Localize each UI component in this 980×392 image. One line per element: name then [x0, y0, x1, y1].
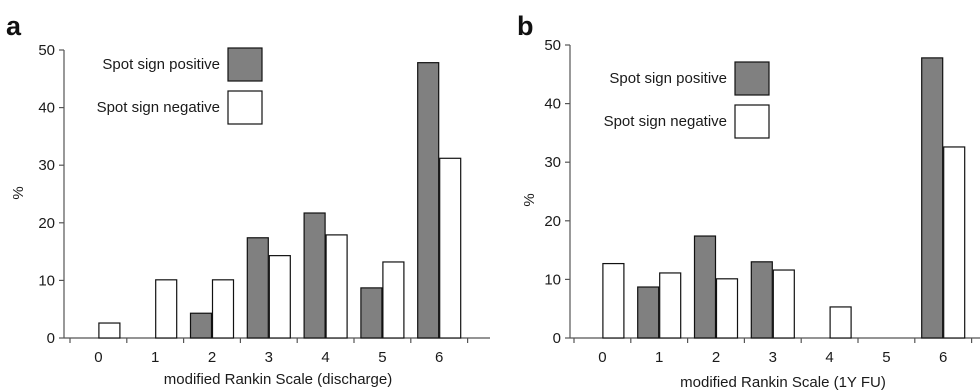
bar-positive	[189, 312, 213, 339]
legend-swatch	[227, 47, 263, 82]
y-tick-label: 0	[553, 330, 561, 347]
bars	[602, 57, 966, 339]
bars	[98, 62, 462, 339]
panel-letter: b	[517, 11, 534, 41]
bar-positive	[246, 237, 269, 339]
legend-swatch	[227, 90, 263, 125]
bar-positive	[303, 212, 326, 339]
bar-negative	[325, 234, 348, 339]
y-tick-label: 20	[38, 215, 55, 232]
y-axis-label: %	[521, 193, 538, 206]
y-tick-label: 20	[544, 213, 561, 230]
legend: Spot sign positive Spot sign negative	[604, 61, 770, 139]
y-tick-label: 10	[38, 272, 55, 289]
x-tick-label: 0	[598, 349, 606, 366]
bar-positive	[750, 261, 773, 339]
x-tick-label: 6	[939, 349, 947, 366]
bar-negative	[439, 157, 462, 339]
x-tick-label: 1	[151, 349, 159, 366]
y-tick-label: 50	[544, 37, 561, 54]
y-tick-label: 30	[38, 157, 55, 174]
y-tick-label: 50	[38, 42, 55, 59]
bar-positive	[360, 287, 383, 339]
y-tick-label: 10	[544, 271, 561, 288]
y-tick-label: 30	[544, 154, 561, 171]
bar-negative	[98, 322, 121, 339]
bar-negative	[943, 146, 966, 339]
bar-positive	[417, 62, 440, 339]
legend: Spot sign positive Spot sign negative	[97, 47, 263, 125]
axes: 0 10 20 30 40 50 0 1 2 3 4 5 6	[38, 42, 490, 366]
chart-panel-b: b % modified Rankin Scale (1Y FU) 010203…	[517, 11, 980, 391]
x-tick-label: 4	[321, 349, 329, 366]
bar-negative	[715, 278, 739, 339]
bar-negative	[829, 306, 852, 339]
y-tick-label: 40	[544, 96, 561, 113]
x-tick-label: 1	[655, 349, 663, 366]
legend-label: Spot sign positive	[609, 70, 727, 87]
x-tick-label: 0	[94, 349, 102, 366]
bar-negative	[659, 272, 682, 339]
x-tick-label: 2	[712, 349, 720, 366]
legend-swatch	[734, 61, 770, 96]
legend-label: Spot sign negative	[97, 99, 220, 116]
x-tick-label: 3	[265, 349, 273, 366]
bar-negative	[772, 269, 795, 339]
bar-positive	[693, 235, 717, 339]
x-tick-label: 2	[208, 349, 216, 366]
bar-negative	[382, 261, 405, 339]
x-tick-label: 6	[435, 349, 443, 366]
legend-label: Spot sign negative	[604, 113, 727, 130]
x-axis-label: modified Rankin Scale (discharge)	[164, 371, 392, 388]
legend-swatch	[734, 104, 770, 139]
chart-panel-a: a % modified Rankin Scale (discharge) 0 1…	[6, 11, 490, 388]
y-tick-label: 40	[38, 100, 55, 117]
bar-negative	[602, 262, 625, 339]
bar-positive	[921, 57, 944, 339]
x-tick-label: 4	[825, 349, 833, 366]
y-axis-label: %	[10, 186, 27, 199]
x-axis-label: modified Rankin Scale (1Y FU)	[680, 374, 886, 391]
bar-negative	[268, 255, 291, 339]
y-tick-label: 0	[47, 330, 55, 347]
bar-negative	[155, 279, 178, 339]
x-tick-label: 5	[378, 349, 386, 366]
x-tick-label: 3	[769, 349, 777, 366]
bar-negative	[211, 279, 235, 339]
x-tick-label: 5	[882, 349, 890, 366]
panel-letter: a	[6, 11, 22, 41]
bar-positive	[637, 286, 660, 339]
legend-label: Spot sign positive	[102, 56, 220, 73]
